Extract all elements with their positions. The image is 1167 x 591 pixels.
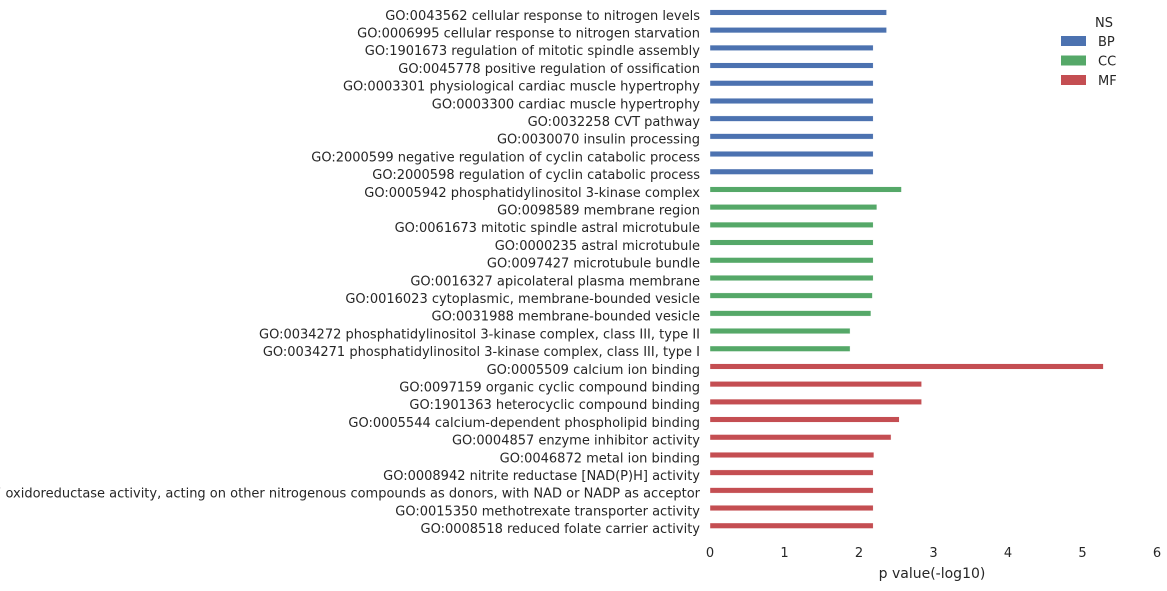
category-label: GO:0008518 reduced folate carrier activi…: [421, 522, 701, 537]
category-label: GO:0046872 metal ion binding: [500, 451, 700, 466]
x-tick-label: 0: [706, 546, 714, 561]
bar-cc: [709, 328, 851, 334]
bar-cc: [709, 221, 874, 228]
x-axis: 0 1 2 3 4 5 6: [706, 546, 1161, 561]
bar-cc: [709, 292, 873, 299]
category-label: GO:0015350 methotrexate transporter acti…: [395, 504, 700, 519]
x-tick-label: 6: [1153, 546, 1161, 561]
category-label: GO:0097427 microtubule bundle: [487, 257, 700, 272]
bar-mf: [709, 381, 922, 388]
bar-cc: [709, 204, 878, 211]
bar-cc: [709, 275, 874, 281]
category-label: GO:0000235 astral microtubule: [495, 239, 700, 254]
category-label: GO:0005544 calcium-dependent phospholipi…: [348, 416, 700, 431]
category-labels: GO:0043562 cellular response to nitrogen…: [0, 9, 701, 537]
bar-bp: [709, 115, 874, 122]
legend-swatch-cc: [1061, 55, 1086, 66]
bar-bp: [709, 44, 874, 51]
category-label: GO:0043562 cellular response to nitrogen…: [385, 9, 700, 24]
bar-mf: [709, 487, 874, 494]
bar-bp: [709, 97, 874, 104]
bar-cc: [709, 239, 874, 246]
category-label: GO:0032258 CVT pathway: [528, 115, 701, 130]
legend-swatch-mf: [1061, 75, 1086, 85]
x-tick-label: 1: [780, 546, 788, 561]
category-label: GO:0034271 phosphatidylinositol 3-kinase…: [263, 345, 700, 360]
bar-cc: [709, 186, 902, 193]
bar-mf: [709, 522, 874, 529]
category-label: GO:0046857 oxidoreductase activity, acti…: [0, 487, 701, 502]
category-label: GO:0030070 insulin processing: [497, 133, 700, 148]
category-label: GO:0061673 mitotic spindle astral microt…: [395, 221, 700, 236]
bar-bp: [709, 133, 874, 140]
category-label: GO:1901673 regulation of mitotic spindle…: [365, 44, 701, 59]
legend-label-bp: BP: [1098, 35, 1115, 50]
category-label: GO:0031988 membrane-bounded vesicle: [432, 310, 700, 325]
bar-mf: [709, 505, 874, 511]
x-tick-label: 3: [929, 546, 937, 561]
category-label: GO:0016023 cytoplasmic, membrane-bounded…: [345, 292, 700, 307]
category-label: GO:0006995 cellular response to nitrogen…: [357, 27, 700, 42]
x-tick-label: 2: [855, 546, 863, 561]
category-label: GO:0004857 enzyme inhibitor activity: [452, 434, 700, 449]
bar-cc: [709, 345, 851, 352]
bar-mf: [709, 416, 900, 423]
bar-cc: [709, 310, 872, 317]
x-tick-label: 5: [1078, 546, 1086, 561]
x-tick-label: 4: [1004, 546, 1012, 561]
bar-mf: [709, 398, 922, 405]
bar-mf: [709, 452, 875, 458]
category-label: GO:0005942 phosphatidylinositol 3-kinase…: [364, 186, 700, 201]
bar-mf: [709, 363, 1104, 370]
category-label: GO:2000598 regulation of cyclin cataboli…: [372, 168, 700, 183]
category-label: GO:0034272 phosphatidylinositol 3-kinase…: [259, 327, 700, 342]
category-label: GO:0005509 calcium ion binding: [487, 363, 700, 378]
bar-bp: [709, 80, 874, 87]
bar-bp: [709, 62, 874, 69]
category-label: GO:0045778 positive regulation of ossifi…: [398, 62, 700, 77]
category-label: GO:0098589 membrane region: [497, 204, 700, 219]
bar-bp: [709, 9, 887, 16]
category-label: GO:1901363 heterocyclic compound binding: [409, 398, 700, 413]
category-label: GO:2000599 negative regulation of cyclin…: [311, 150, 700, 165]
legend-title: NS: [1095, 16, 1113, 31]
x-axis-label: p value(-log10): [879, 566, 986, 582]
category-label: GO:0016327 apicolateral plasma membrane: [410, 274, 700, 289]
category-label: GO:0003301 physiological cardiac muscle …: [343, 80, 700, 95]
bar-mf: [709, 434, 892, 441]
legend-label-mf: MF: [1098, 74, 1117, 89]
bars-layer: [709, 9, 1104, 529]
category-label: GO:0008942 nitrite reductase [NAD(P)H] a…: [383, 469, 700, 484]
bar-cc: [709, 257, 874, 264]
bar-mf: [709, 469, 874, 476]
legend-swatch-bp: [1061, 36, 1086, 46]
legend: NS BP CC MF: [1061, 16, 1117, 89]
legend-label-cc: CC: [1098, 55, 1116, 70]
category-label: GO:0003300 cardiac muscle hypertrophy: [432, 97, 701, 112]
bar-bp: [709, 168, 874, 175]
bar-bp: [709, 27, 887, 34]
bar-bp: [709, 151, 874, 158]
category-label: GO:0097159 organic cyclic compound bindi…: [399, 381, 700, 396]
